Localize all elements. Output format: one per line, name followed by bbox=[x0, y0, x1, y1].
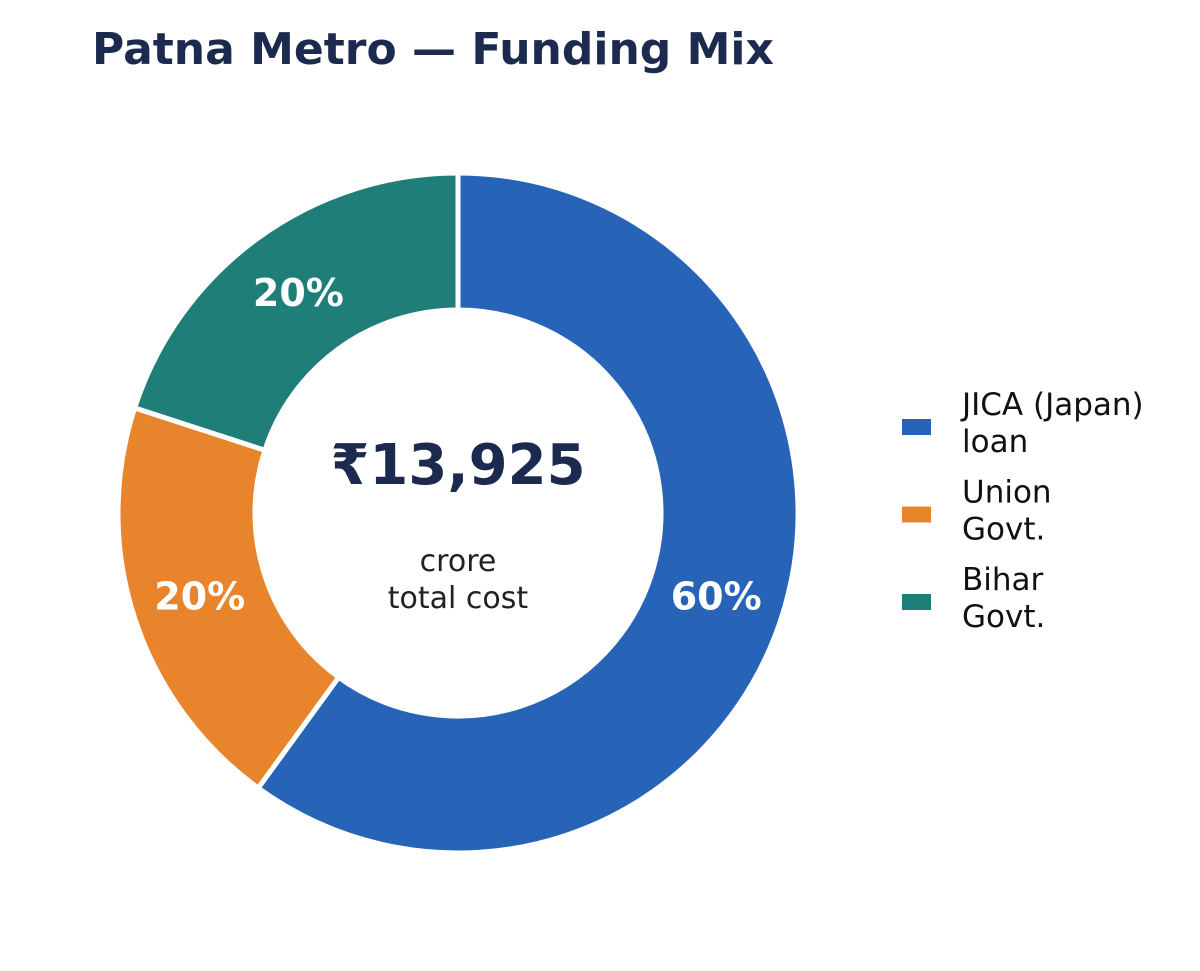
legend-label: JICA (Japan)loan bbox=[960, 387, 1144, 460]
legend-swatch bbox=[902, 507, 931, 523]
donut bbox=[118, 173, 798, 853]
legend-swatch bbox=[902, 594, 931, 610]
center-label: ₹13,925 bbox=[330, 433, 585, 498]
legend-swatch bbox=[902, 419, 931, 435]
center-sublabel: croretotal cost bbox=[388, 544, 529, 616]
chart-title: Patna Metro — Funding Mix bbox=[92, 24, 774, 75]
value-label: 20% bbox=[253, 271, 344, 315]
value-label: 60% bbox=[671, 574, 762, 618]
legend-label: BiharGovt. bbox=[962, 562, 1045, 635]
value-label: 20% bbox=[154, 574, 245, 618]
legend-label: UnionGovt. bbox=[962, 474, 1052, 547]
